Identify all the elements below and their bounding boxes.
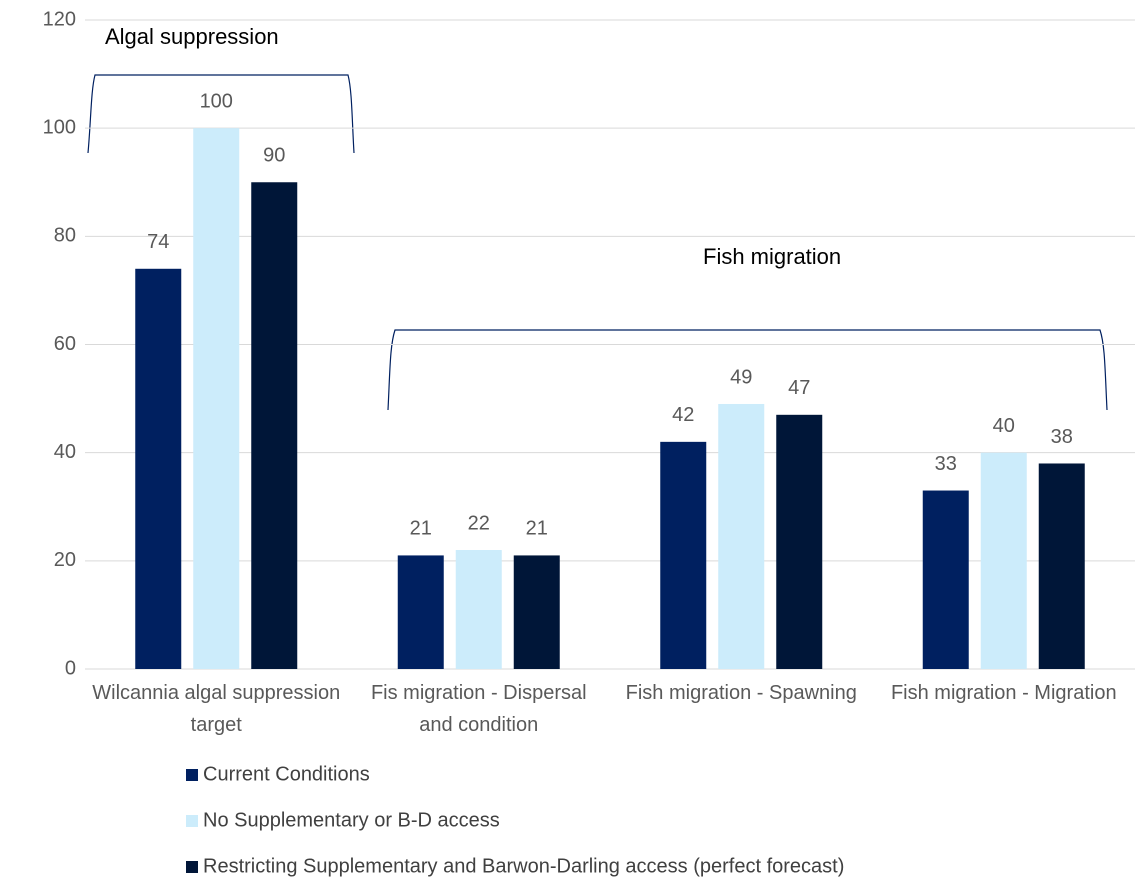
bar xyxy=(718,403,765,669)
legend-swatch xyxy=(186,815,198,827)
y-tick-label: 120 xyxy=(43,8,76,30)
bar xyxy=(455,550,502,669)
x-tick-label: Fish migration - Spawning xyxy=(626,682,857,704)
x-tick-label-line: Wilcannia algal suppression xyxy=(92,682,340,704)
y-tick-label: 60 xyxy=(54,333,76,355)
x-tick-label-line: and condition xyxy=(419,714,538,736)
data-label: 22 xyxy=(468,512,490,534)
annotation: Fish migration xyxy=(703,244,841,269)
bar xyxy=(922,490,969,669)
legend-label: Restricting Supplementary and Barwon-Dar… xyxy=(203,855,844,877)
x-tick-label: Fis migration - Dispersal and condition xyxy=(371,682,587,736)
data-label: 74 xyxy=(147,231,169,253)
y-tick-label: 100 xyxy=(43,116,76,138)
y-tick-label: 20 xyxy=(54,549,76,571)
y-tick-label: 80 xyxy=(54,225,76,247)
x-tick-label-line: Fis migration - Dispersal xyxy=(371,682,587,704)
data-label: 21 xyxy=(526,518,548,540)
bracket xyxy=(87,74,355,154)
legend-swatch xyxy=(186,861,198,873)
data-label: 100 xyxy=(200,90,233,112)
x-tick-label-line: target xyxy=(191,714,243,736)
x-tick-label: Fish migration - Migration xyxy=(891,682,1117,704)
bar xyxy=(776,414,823,669)
bar xyxy=(980,452,1027,669)
legend-swatch xyxy=(186,769,198,781)
legend-label: Current Conditions xyxy=(203,763,370,785)
x-tick-label-line: Fish migration - Spawning xyxy=(626,682,857,704)
y-tick-label: 40 xyxy=(54,441,76,463)
data-label: 49 xyxy=(730,366,752,388)
bar xyxy=(193,128,240,669)
bracket xyxy=(387,329,1108,411)
annotation: Algal suppression xyxy=(105,24,279,49)
data-label: 42 xyxy=(672,404,694,426)
x-tick-label: Wilcannia algal suppression target xyxy=(92,682,340,736)
bar xyxy=(1038,463,1085,669)
bar xyxy=(135,268,182,669)
data-label: 40 xyxy=(993,415,1015,437)
bar xyxy=(660,441,707,669)
data-label: 38 xyxy=(1051,426,1073,448)
bar xyxy=(397,555,444,669)
x-tick-label-line: Fish migration - Migration xyxy=(891,682,1117,704)
bar xyxy=(513,555,560,669)
legend-label: No Supplementary or B-D access xyxy=(203,809,500,831)
data-label: 21 xyxy=(410,518,432,540)
data-label: 47 xyxy=(788,377,810,399)
bar xyxy=(251,182,298,669)
data-label: 90 xyxy=(263,145,285,167)
data-label: 33 xyxy=(935,453,957,475)
y-tick-label: 0 xyxy=(65,657,76,679)
